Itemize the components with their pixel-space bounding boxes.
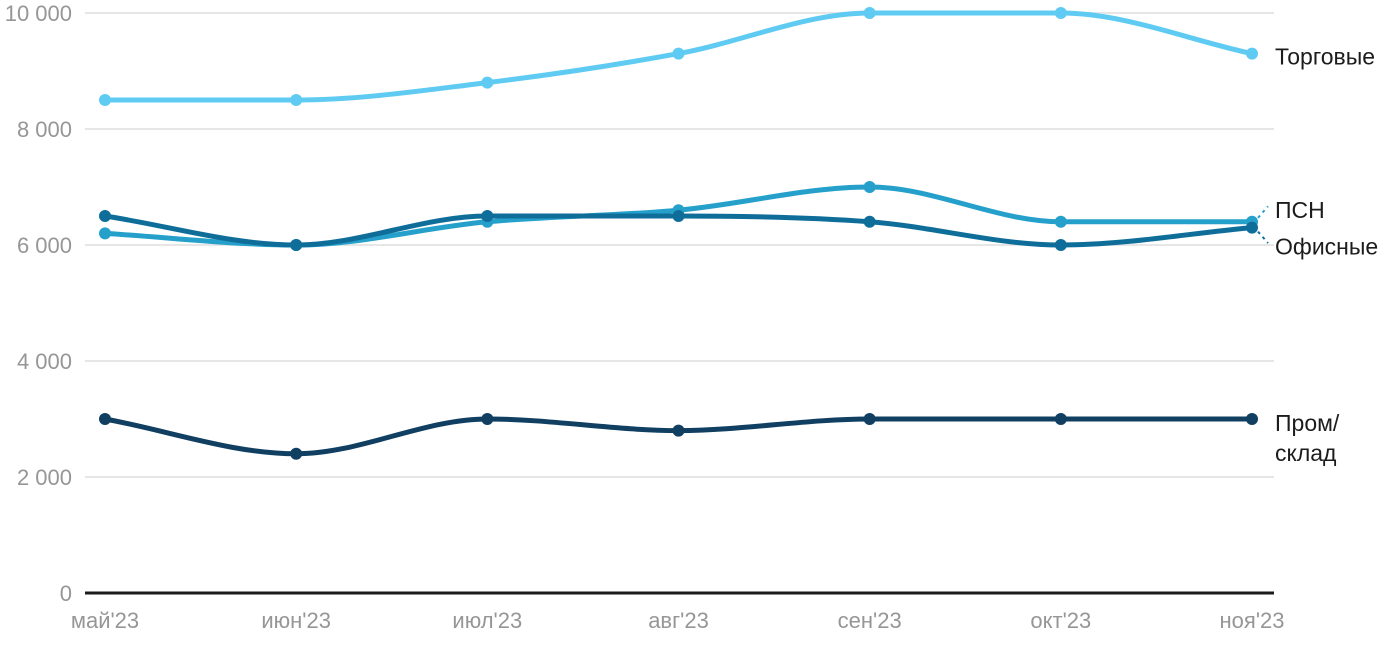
- data-point-torgovye-1[interactable]: [290, 94, 303, 106]
- data-point-torgovye-6[interactable]: [1246, 47, 1258, 60]
- series-label-prom-sklad-line1: Пром/: [1275, 410, 1340, 436]
- data-point-psn-0[interactable]: [99, 227, 111, 240]
- data-point-ofisnye-0[interactable]: [99, 210, 111, 222]
- y-tick-label-8000: 8 000: [17, 117, 72, 142]
- data-point-prom-sklad-3[interactable]: [672, 424, 685, 437]
- x-tick-label-4: сен'23: [838, 608, 902, 633]
- data-point-psn-5[interactable]: [1054, 215, 1067, 228]
- data-point-ofisnye-6[interactable]: [1246, 221, 1258, 234]
- data-point-ofisnye-5[interactable]: [1054, 239, 1067, 251]
- x-tick-label-1: июн'23: [261, 608, 331, 633]
- data-point-prom-sklad-5[interactable]: [1054, 413, 1067, 425]
- data-point-prom-sklad-1[interactable]: [290, 447, 303, 460]
- y-tick-label-6000: 6 000: [17, 233, 72, 258]
- data-point-prom-sklad-0[interactable]: [99, 413, 111, 425]
- data-point-prom-sklad-6[interactable]: [1246, 413, 1258, 425]
- data-point-torgovye-2[interactable]: [481, 76, 494, 89]
- x-tick-label-2: июл'23: [452, 608, 522, 633]
- data-point-torgovye-4[interactable]: [863, 7, 876, 19]
- x-tick-label-5: окт'23: [1030, 608, 1091, 633]
- x-tick-label-0: май'23: [71, 608, 139, 633]
- data-point-ofisnye-2[interactable]: [481, 210, 494, 222]
- data-point-torgovye-5[interactable]: [1054, 7, 1067, 19]
- series-label-ofisnye: Офисные: [1275, 234, 1378, 260]
- x-tick-label-3: авг'23: [648, 608, 709, 633]
- data-point-ofisnye-3[interactable]: [672, 210, 685, 222]
- y-tick-label-0: 0: [60, 581, 72, 606]
- y-tick-label-10000: 10 000: [5, 1, 72, 26]
- callout-leader-psn: [1257, 205, 1269, 219]
- data-point-psn-4[interactable]: [863, 181, 876, 193]
- x-tick-label-6: ноя'23: [1220, 608, 1285, 633]
- data-point-torgovye-0[interactable]: [99, 94, 111, 106]
- series-label-psn: ПСН: [1275, 197, 1325, 223]
- data-point-ofisnye-4[interactable]: [863, 215, 876, 228]
- data-point-ofisnye-1[interactable]: [290, 239, 303, 251]
- callout-leader-ofisnye: [1257, 230, 1269, 244]
- y-tick-label-2000: 2 000: [17, 465, 72, 490]
- series-label-torgovye: Торговые: [1275, 44, 1375, 70]
- data-point-torgovye-3[interactable]: [672, 47, 685, 60]
- data-point-prom-sklad-4[interactable]: [863, 413, 876, 425]
- y-tick-label-4000: 4 000: [17, 349, 72, 374]
- data-point-prom-sklad-2[interactable]: [481, 413, 494, 425]
- series-label-prom-sklad-line2: склад: [1275, 440, 1337, 466]
